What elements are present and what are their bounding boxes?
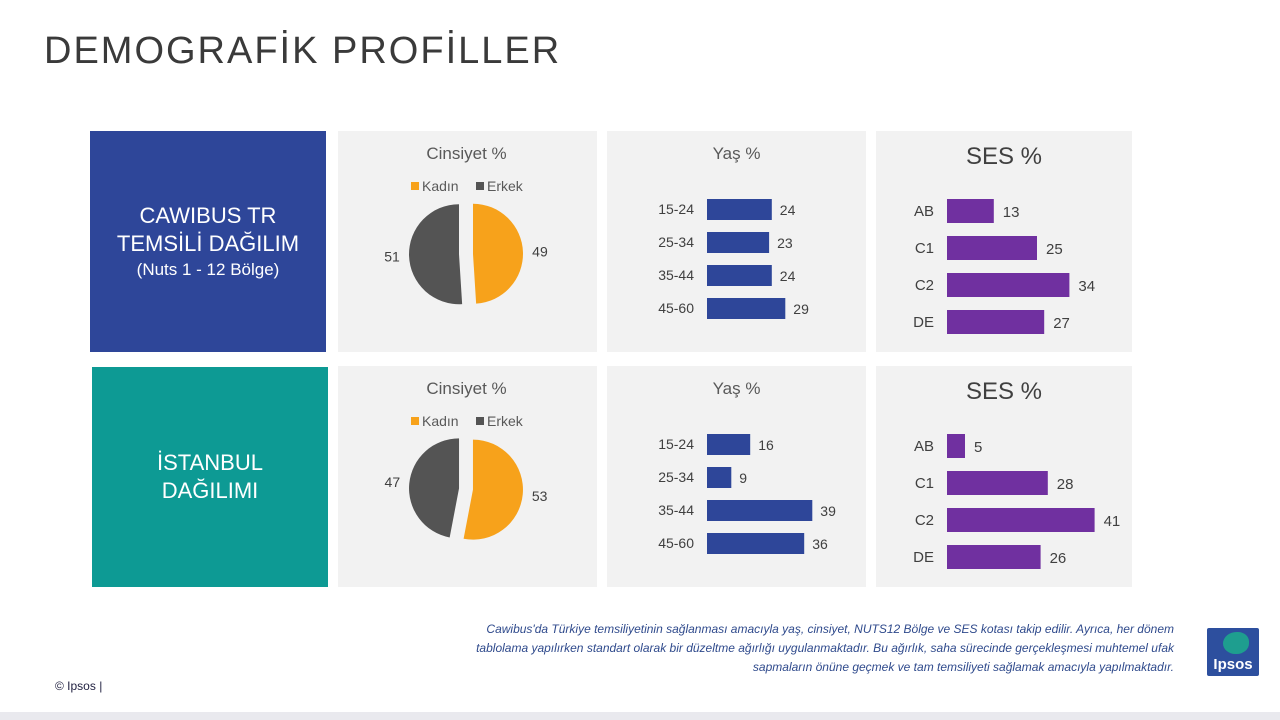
category-tick-label: 25-34 (658, 469, 694, 485)
category-tick-label: C1 (915, 240, 934, 257)
gender-pie-panel-cawibus: Cinsiyet % Kadın Erkek 49 51 (338, 131, 597, 352)
category-tick-label: 25-34 (658, 234, 694, 250)
gender-pie-panel-istanbul: Cinsiyet % Kadın Erkek 53 47 (338, 366, 597, 587)
bar-data-label: 27 (1053, 315, 1070, 332)
pie-data-label: 49 (532, 244, 548, 260)
legend-label: Erkek (487, 178, 524, 194)
category-tick-label: 45-60 (658, 300, 694, 316)
category-tick-label: 15-24 (658, 201, 694, 217)
ses-bar (947, 273, 1070, 297)
ses-bar (947, 310, 1045, 334)
ses-bar (947, 199, 994, 223)
category-tick-label: DE (913, 549, 934, 566)
age-bar-chart: Yaş % 15-24 16 25-34 9 35-44 39 45-60 36 (658, 379, 836, 554)
pie-slice-erkek (409, 204, 463, 305)
bar-data-label: 9 (739, 470, 747, 486)
ses-bar-panel-istanbul: SES % AB 5 C1 28 C2 41 DE 26 (876, 366, 1132, 587)
bar-data-label: 29 (793, 301, 809, 317)
bar-data-label: 41 (1104, 513, 1121, 530)
row-label-line: DAĞILIMI (161, 478, 259, 503)
ses-bar (947, 471, 1048, 495)
bar-data-label: 24 (780, 268, 796, 284)
age-bar (707, 232, 770, 253)
ses-bar-chart: SES % AB 5 C1 28 C2 41 DE 26 (913, 378, 1121, 569)
age-bar (707, 199, 772, 220)
methodology-footnote: Cawibus'da Türkiye temsiliyetinin sağlan… (476, 622, 1174, 674)
bar-data-label: 36 (812, 536, 828, 552)
chart-title: Cinsiyet % (426, 379, 506, 398)
category-tick-label: 15-24 (658, 436, 694, 452)
chart-title: Yaş % (713, 379, 761, 398)
ses-bar (947, 236, 1037, 260)
bar-data-label: 23 (777, 235, 793, 251)
bar-data-label: 39 (820, 503, 836, 519)
row-label-line: İSTANBUL (157, 450, 263, 475)
pie-slice-kadın (472, 203, 523, 304)
ses-bar (947, 508, 1095, 532)
age-bar-chart: Yaş % 15-24 24 25-34 23 35-44 24 45-60 29 (658, 144, 809, 319)
legend-swatch-erkek (476, 417, 484, 425)
gender-pie-chart: Cinsiyet % Kadın Erkek 49 51 (384, 144, 548, 305)
pie-slice-erkek (409, 438, 460, 538)
row-label-istanbul: İSTANBUL DAĞILIMI (92, 367, 328, 587)
bar-data-label: 34 (1078, 278, 1095, 295)
row-label-line: CAWIBUS TR (139, 202, 277, 228)
row-label-cawibus: CAWIBUS TR TEMSİLİ DAĞILIM (Nuts 1 - 12 … (90, 131, 326, 352)
age-bar (707, 533, 805, 554)
bar-data-label: 25 (1046, 241, 1063, 258)
chart-title: Yaş % (713, 144, 761, 163)
chart-title: SES % (966, 378, 1042, 405)
pie-data-label: 53 (532, 488, 548, 504)
category-tick-label: AB (914, 203, 934, 220)
category-tick-label: DE (913, 314, 934, 331)
age-bar (707, 434, 751, 455)
chart-title: SES % (966, 143, 1042, 170)
logo-leaf-icon (1223, 632, 1249, 654)
logo-text: Ipsos (1213, 656, 1253, 673)
ses-bar-panel-cawibus: SES % AB 13 C1 25 C2 34 DE 27 (876, 131, 1132, 352)
ipsos-logo: Ipsos (1207, 628, 1259, 676)
bar-data-label: 16 (758, 437, 774, 453)
legend-swatch-erkek (476, 182, 484, 190)
ses-bar (947, 434, 965, 458)
age-bar (707, 265, 772, 286)
ses-bar-chart: SES % AB 13 C1 25 C2 34 DE 27 (913, 143, 1095, 334)
row-label-line: TEMSİLİ DAĞILIM (116, 230, 300, 256)
bar-data-label: 26 (1050, 550, 1067, 567)
copyright-text: © Ipsos | (55, 679, 103, 693)
gender-pie-chart: Cinsiyet % Kadın Erkek 53 47 (385, 379, 548, 540)
category-tick-label: 45-60 (658, 535, 694, 551)
bar-data-label: 24 (780, 202, 796, 218)
age-bar (707, 298, 786, 319)
pie-slice-kadın (463, 439, 523, 540)
chart-title: Cinsiyet % (426, 144, 506, 163)
category-tick-label: AB (914, 438, 934, 455)
category-tick-label: C1 (915, 475, 934, 492)
page-title: DEMOGRAFİK PROFİLLER (44, 30, 562, 72)
age-bar-panel-cawibus: Yaş % 15-24 24 25-34 23 35-44 24 45-60 29 (607, 131, 866, 352)
bar-data-label: 13 (1003, 204, 1020, 221)
row-label-sub: (Nuts 1 - 12 Bölge) (136, 259, 280, 279)
bar-data-label: 28 (1057, 476, 1074, 493)
bottom-divider (0, 712, 1280, 720)
category-tick-label: 35-44 (658, 267, 694, 283)
category-tick-label: C2 (915, 512, 934, 529)
category-tick-label: C2 (915, 277, 934, 294)
legend-label: Erkek (487, 413, 524, 429)
category-tick-label: 35-44 (658, 502, 694, 518)
bar-data-label: 5 (974, 439, 982, 456)
legend-swatch-kadın (411, 182, 419, 190)
ses-bar (947, 545, 1041, 569)
legend-label: Kadın (422, 178, 459, 194)
pie-data-label: 47 (385, 474, 401, 490)
age-bar (707, 467, 732, 488)
age-bar (707, 500, 813, 521)
age-bar-panel-istanbul: Yaş % 15-24 16 25-34 9 35-44 39 45-60 36 (607, 366, 866, 587)
pie-data-label: 51 (384, 248, 400, 264)
legend-label: Kadın (422, 413, 459, 429)
legend-swatch-kadın (411, 417, 419, 425)
